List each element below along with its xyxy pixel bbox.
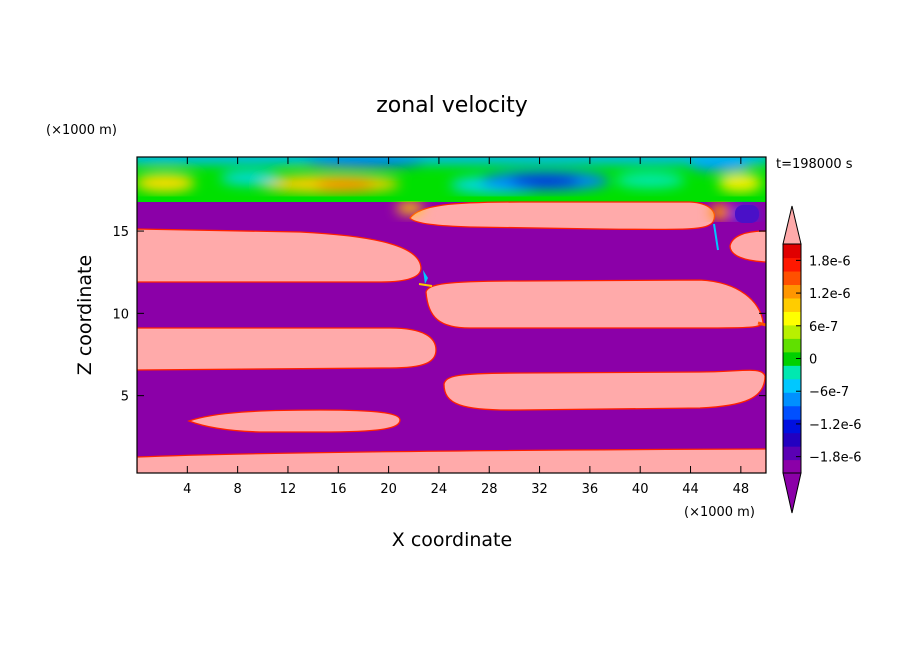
colorbar-tick-label: 1.2e-6 (809, 287, 851, 302)
colorbar-segment (783, 446, 801, 461)
colorbar-segment (783, 365, 801, 380)
colorbar-segment (783, 270, 801, 286)
x-tick-label: 36 (582, 482, 599, 497)
x-tick-label: 4 (183, 482, 191, 497)
colorbar: 1.8e-6 1.2e-6 6e-7 0 −6e-7 −1.2e-6 −1.8e-6 (782, 205, 862, 514)
colorbar-tick-label: 0 (809, 353, 817, 368)
x-tick-label: 28 (481, 482, 498, 497)
y-axis: 5 10 15 (112, 225, 766, 405)
colorbar-segment (783, 297, 801, 312)
colorbar-segment (783, 378, 801, 393)
colorbar-tick-label: −1.2e-6 (809, 418, 862, 433)
x-axis: 4 8 12 16 20 24 28 32 36 40 44 48 (183, 157, 749, 497)
y-axis-unit: (×1000 m) (46, 123, 117, 138)
y-axis-label: Z coordinate (74, 255, 96, 375)
x-tick-label: 20 (380, 482, 397, 497)
colorbar-tick-label: −6e-7 (809, 385, 849, 400)
colorbar-under-arrow (782, 472, 802, 514)
colorbar-segment (783, 311, 801, 326)
colorbar-segment (783, 419, 801, 434)
chart-title: zonal velocity (376, 93, 528, 118)
x-tick-label: 32 (531, 482, 548, 497)
colorbar-tick-label: −1.8e-6 (809, 451, 862, 466)
x-tick-label: 48 (733, 482, 750, 497)
positive-regions (137, 201, 766, 473)
x-tick-label: 8 (233, 482, 241, 497)
x-axis-unit: (×1000 m) (684, 505, 755, 520)
plot-frame (136, 156, 767, 474)
x-tick-label: 44 (682, 482, 699, 497)
colorbar-segment (783, 392, 801, 407)
colorbar-over-arrow (782, 205, 802, 245)
x-axis-label: X coordinate (392, 529, 512, 551)
colorbar-tick-label: 1.8e-6 (809, 254, 851, 269)
contour-field (137, 157, 766, 473)
colorbar-segment (783, 257, 801, 272)
colorbar-segment (783, 351, 801, 366)
x-tick-label: 12 (280, 482, 297, 497)
colorbar-segment (783, 459, 801, 474)
time-label: t=198000 s (776, 157, 853, 172)
colorbar-segment (783, 405, 801, 420)
colorbar-tick-label: 6e-7 (809, 320, 838, 335)
x-tick-label: 24 (431, 482, 448, 497)
colorbar-segment (783, 324, 801, 339)
colorbar-segment (783, 284, 801, 299)
colorbar-segment (783, 338, 801, 353)
x-tick-label: 16 (330, 482, 347, 497)
y-tick-label: 15 (112, 225, 129, 240)
y-tick-label: 5 (121, 390, 129, 405)
colorbar-segment (783, 244, 801, 259)
x-tick-label: 40 (632, 482, 649, 497)
colorbar-segment (783, 432, 801, 447)
surface-band (137, 157, 766, 203)
y-tick-label: 10 (112, 307, 129, 322)
